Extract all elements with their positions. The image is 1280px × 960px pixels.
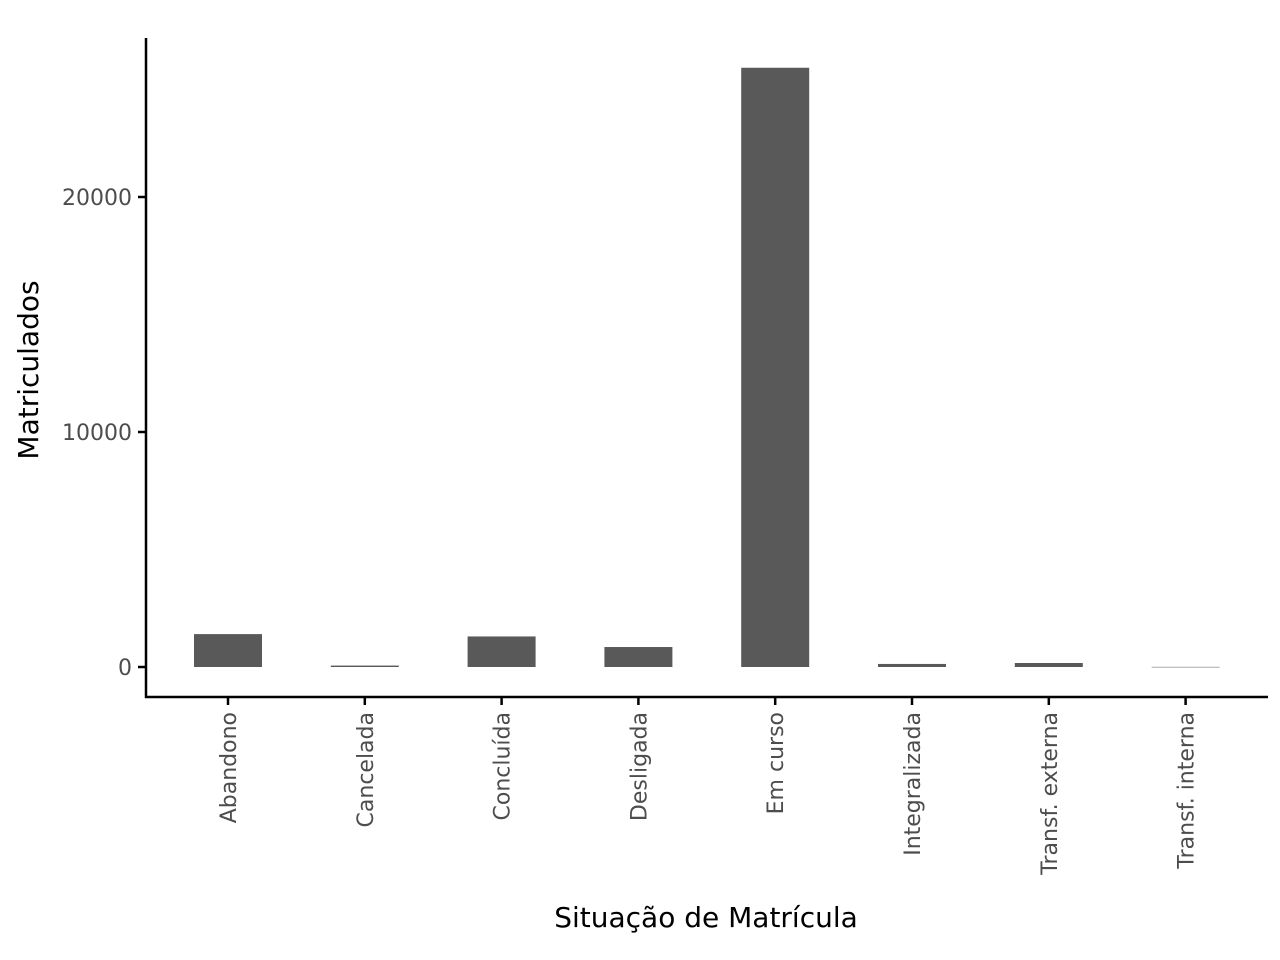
x-tick-label: Cancelada: [354, 712, 379, 827]
x-tick-label: Desligada: [627, 712, 652, 821]
bar-em-curso: [741, 67, 810, 667]
bar-integralizada: [878, 663, 946, 667]
bar-transf-externa: [1014, 663, 1083, 667]
bar-transf-interna: [1151, 666, 1220, 668]
y-tick-label: 0: [118, 656, 132, 681]
bar-abandono: [194, 634, 262, 667]
bar-desligada: [604, 647, 673, 667]
x-axis-ticks: Abandono Cancelada Concluída Desligada Em cu…: [217, 697, 1200, 876]
bar-conclu-da: [467, 636, 536, 667]
x-tick-label: Em curso: [764, 712, 789, 814]
y-axis-title: Matriculados: [12, 280, 45, 459]
y-tick-label: 10000: [62, 421, 132, 446]
bars-group: [194, 67, 1220, 668]
bar-cancelada: [330, 665, 399, 667]
x-tick-label: Integralizada: [901, 712, 926, 856]
x-tick-label: Transf. externa: [1038, 712, 1063, 876]
x-tick-label: Concluída: [491, 712, 516, 820]
x-tick-label: Abandono: [217, 712, 242, 823]
x-axis-title: Situação de Matrícula: [554, 901, 858, 934]
y-tick-label: 20000: [62, 186, 132, 211]
y-axis-ticks: 0 10000 20000: [62, 186, 146, 681]
x-tick-label: Transf. interna: [1175, 712, 1200, 870]
